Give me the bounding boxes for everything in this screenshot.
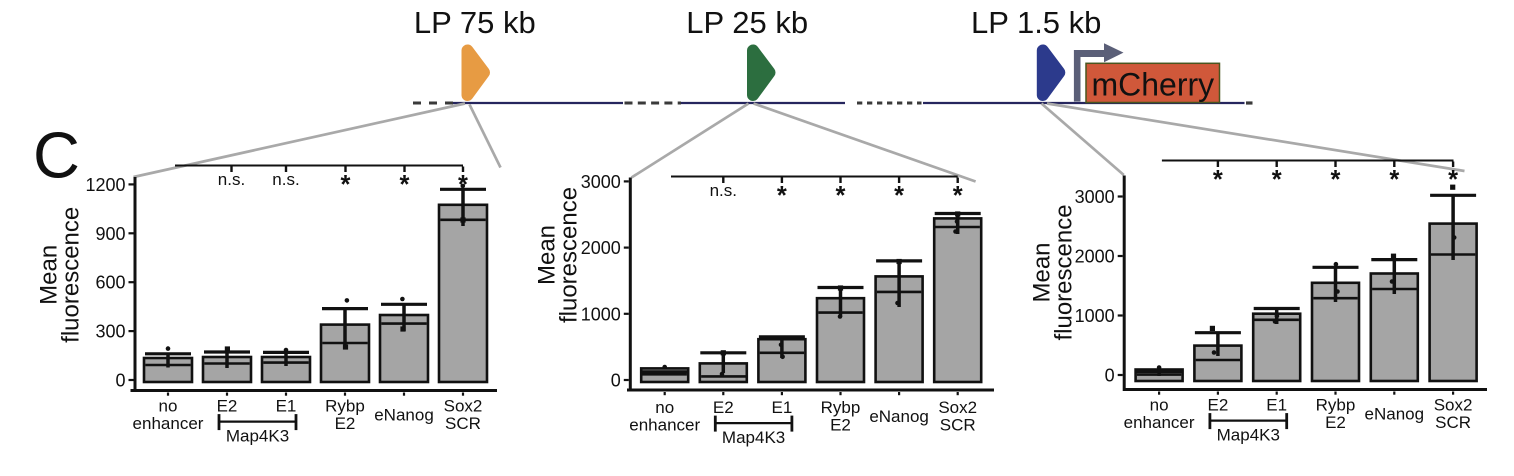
svg-text:SCR: SCR [1435, 413, 1471, 432]
svg-text:*: * [1389, 166, 1399, 194]
svg-text:E2: E2 [1208, 396, 1229, 415]
svg-text:3000: 3000 [1075, 187, 1115, 207]
svg-text:no: no [655, 398, 674, 417]
svg-text:enhancer: enhancer [1124, 413, 1195, 432]
svg-text:300: 300 [95, 322, 125, 342]
svg-text:*: * [894, 182, 904, 210]
svg-text:Rybp: Rybp [1316, 396, 1356, 415]
svg-text:n.s.: n.s. [218, 170, 245, 189]
svg-text:2000: 2000 [581, 238, 621, 258]
svg-text:n.s.: n.s. [710, 181, 737, 200]
svg-text:no: no [1150, 396, 1169, 415]
svg-text:eNanog: eNanog [1365, 404, 1425, 423]
svg-text:Sox2: Sox2 [938, 398, 977, 417]
svg-text:enhancer: enhancer [629, 416, 700, 435]
svg-text:*: * [400, 171, 410, 199]
svg-text:Map4K3: Map4K3 [722, 428, 785, 447]
svg-text:*: * [777, 182, 787, 210]
svg-text:E1: E1 [276, 397, 297, 416]
svg-text:LP 75 kb: LP 75 kb [414, 5, 536, 40]
svg-text:E2: E2 [1325, 413, 1346, 432]
svg-text:LP 25 kb: LP 25 kb [686, 5, 808, 40]
svg-text:*: * [1213, 166, 1223, 194]
svg-text:E1: E1 [772, 398, 793, 417]
svg-text:*: * [836, 182, 846, 210]
svg-text:*: * [1272, 166, 1282, 194]
svg-text:Rybp: Rybp [821, 398, 861, 417]
svg-text:900: 900 [95, 224, 125, 244]
svg-text:Meanfluorescence: Meanfluorescence [35, 207, 84, 343]
svg-text:C: C [33, 119, 80, 192]
svg-text:n.s.: n.s. [272, 170, 299, 189]
svg-text:E2: E2 [335, 414, 356, 433]
svg-text:2000: 2000 [1075, 247, 1115, 267]
svg-text:SCR: SCR [940, 416, 976, 435]
svg-text:*: * [341, 171, 351, 199]
svg-text:SCR: SCR [445, 414, 481, 433]
svg-text:Meanfluorescence: Meanfluorescence [534, 187, 583, 323]
svg-text:0: 0 [115, 371, 125, 391]
svg-text:*: * [953, 182, 963, 210]
svg-text:eNanog: eNanog [869, 407, 929, 426]
svg-text:3000: 3000 [581, 172, 621, 192]
svg-text:1000: 1000 [581, 304, 621, 324]
svg-text:enhancer: enhancer [133, 414, 204, 433]
svg-text:Map4K3: Map4K3 [1217, 426, 1280, 445]
svg-text:*: * [458, 171, 468, 199]
svg-text:E2: E2 [713, 398, 734, 417]
svg-text:E1: E1 [1266, 396, 1287, 415]
svg-text:LP 1.5 kb: LP 1.5 kb [971, 5, 1101, 40]
svg-text:*: * [1331, 166, 1341, 194]
svg-text:E2: E2 [217, 397, 238, 416]
svg-text:Sox2: Sox2 [444, 397, 483, 416]
svg-text:eNanog: eNanog [374, 405, 434, 424]
svg-text:Meanfluorescence: Meanfluorescence [1029, 204, 1078, 340]
svg-text:*: * [1448, 166, 1458, 194]
svg-text:0: 0 [611, 371, 621, 391]
svg-text:Sox2: Sox2 [1434, 396, 1473, 415]
svg-text:E2: E2 [830, 416, 851, 435]
svg-text:1000: 1000 [1075, 306, 1115, 326]
svg-text:mCherry: mCherry [1091, 67, 1214, 103]
svg-text:600: 600 [95, 273, 125, 293]
svg-text:0: 0 [1105, 366, 1115, 386]
svg-text:Map4K3: Map4K3 [226, 427, 289, 446]
svg-text:Rybp: Rybp [325, 397, 365, 416]
svg-text:no: no [159, 397, 178, 416]
svg-text:1200: 1200 [85, 175, 125, 195]
